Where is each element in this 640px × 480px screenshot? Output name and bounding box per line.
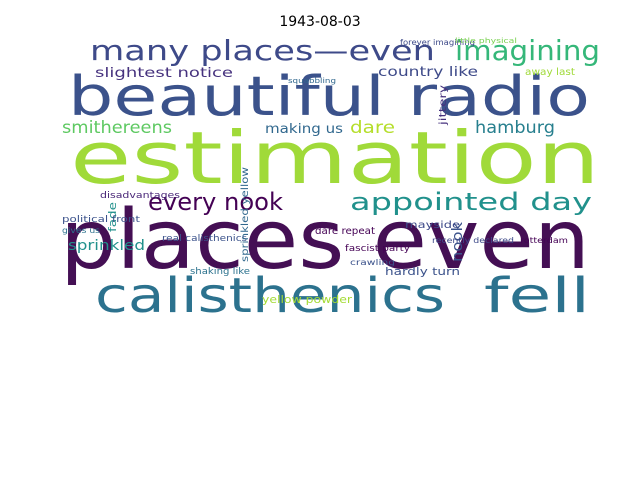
- word: places even: [60, 193, 590, 288]
- word: dare repeat: [315, 226, 375, 237]
- word: political front: [62, 215, 141, 225]
- word: estimation: [70, 116, 600, 200]
- word: dare: [350, 118, 395, 138]
- word: appointed day: [350, 188, 592, 216]
- word: smithereens: [62, 118, 172, 138]
- word: forever imagining: [400, 38, 475, 47]
- word: real calisthenics: [162, 234, 247, 244]
- word: nook: [450, 221, 466, 262]
- word: imagining: [455, 34, 600, 67]
- word: every nook: [148, 188, 283, 216]
- chart-title: 1943-08-03: [279, 14, 360, 30]
- word: beautiful radio: [68, 65, 590, 128]
- word: jittery: [438, 85, 449, 126]
- word: yellow powder: [262, 293, 353, 306]
- word: hamburg: [475, 118, 555, 138]
- word: fascist party: [345, 244, 411, 254]
- word: squabbling: [288, 77, 336, 85]
- word: recently declared: [432, 236, 514, 245]
- word: shaking like: [190, 267, 251, 277]
- word: crawling: [350, 258, 395, 267]
- word: country like: [378, 65, 478, 80]
- word: away last: [525, 67, 575, 78]
- word: fell: [484, 268, 590, 324]
- word: calisthenics: [95, 268, 445, 324]
- word: gives us: [62, 226, 100, 235]
- cloud-area: [60, 35, 605, 317]
- word: many places—even: [90, 34, 435, 67]
- word: hardly turn: [385, 265, 460, 278]
- word: sprinkled: [68, 238, 145, 254]
- word: making us: [265, 122, 343, 137]
- word: disadvantages: [100, 191, 180, 201]
- word: little physical: [455, 37, 517, 45]
- word: sprinkled yellow: [240, 167, 251, 262]
- word: mayside: [405, 220, 460, 231]
- word: rotterdam: [520, 236, 568, 245]
- word: fade: [106, 202, 119, 232]
- word: slightest notice: [95, 66, 233, 81]
